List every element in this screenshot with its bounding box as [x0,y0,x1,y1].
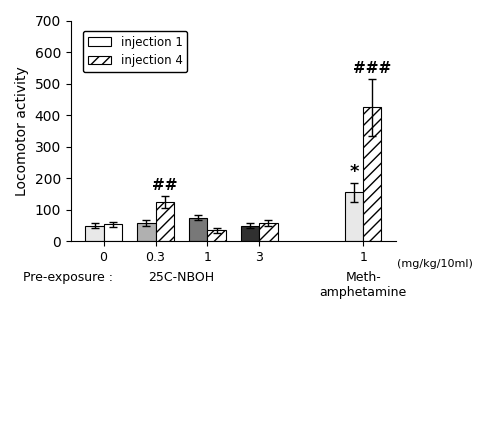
Text: ###: ### [353,61,391,76]
Y-axis label: Locomotor activity: Locomotor activity [15,66,29,196]
Text: ##: ## [152,178,177,193]
Bar [345,192,363,241]
Bar [85,226,103,241]
Text: (mg/kg/10ml): (mg/kg/10ml) [397,259,473,269]
Bar [363,107,382,241]
Bar [207,230,225,241]
Bar [260,223,278,241]
Text: Pre-exposure :: Pre-exposure : [23,272,113,284]
Bar [103,224,122,241]
Bar [138,223,156,241]
Legend: injection 1, injection 4: injection 1, injection 4 [83,31,187,72]
Text: 25C-NBOH: 25C-NBOH [148,272,215,284]
Bar [156,202,174,241]
Bar [241,226,260,241]
Text: Meth-
amphetamine: Meth- amphetamine [320,272,407,299]
Text: *: * [349,163,359,181]
Bar [189,218,207,241]
